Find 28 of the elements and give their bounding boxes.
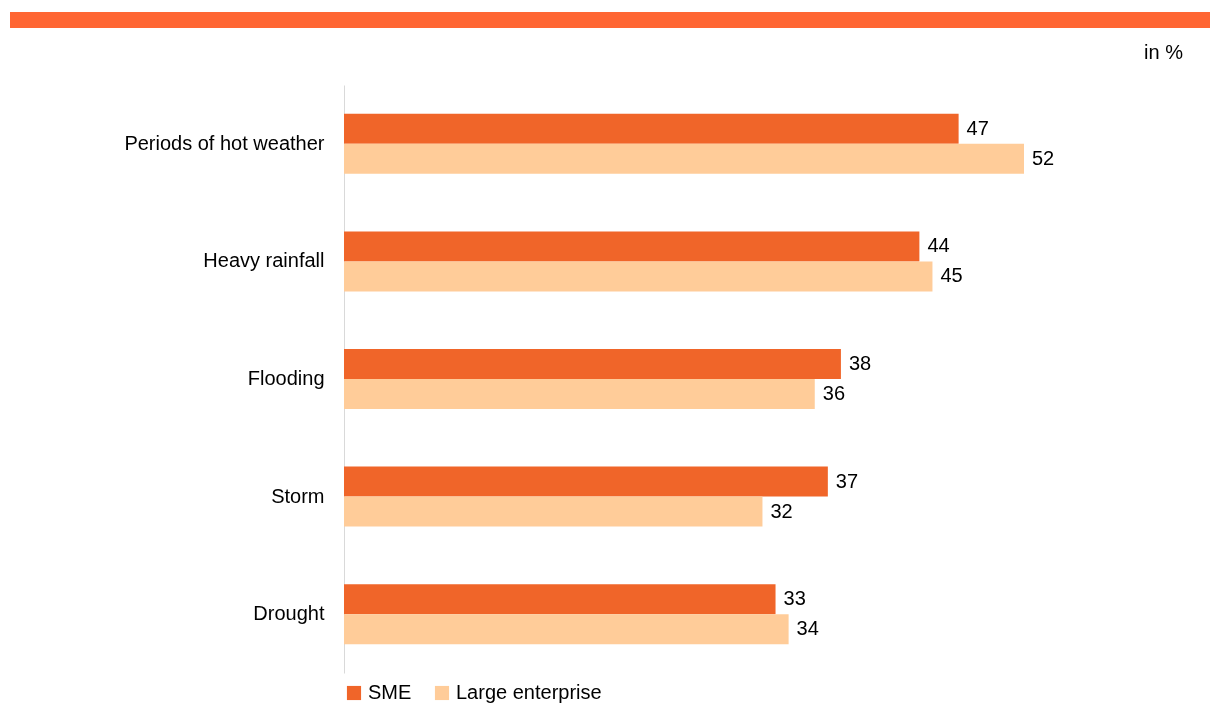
data-label: 38 (848, 352, 872, 375)
data-label: 36 (822, 381, 846, 404)
bar (344, 466, 828, 497)
bar (344, 614, 789, 645)
data-label: 47 (966, 116, 989, 139)
data-label: 52 (1032, 146, 1055, 169)
y-tick-label: Periods of hot weather (124, 131, 325, 154)
legend-label: Large enterprise (456, 681, 602, 703)
bar (344, 379, 815, 409)
y-tick-label: Storm (271, 484, 325, 507)
legend-label: SME (368, 681, 412, 703)
bar (344, 584, 776, 615)
y-tick-label: Drought (253, 602, 325, 625)
data-label: 32 (770, 499, 793, 522)
bar (344, 143, 1024, 174)
data-label: 45 (940, 264, 963, 287)
data-label: 33 (783, 587, 806, 610)
text: in % (1144, 41, 1183, 64)
bar (344, 113, 959, 144)
data-label: 34 (796, 617, 819, 640)
y-tick-label: Heavy rainfall (203, 249, 325, 272)
bar (344, 261, 933, 292)
data-label: 44 (927, 234, 950, 257)
bar (344, 496, 763, 527)
bar (344, 349, 841, 379)
data-label: 37 (835, 469, 859, 492)
bar (344, 231, 920, 262)
y-tick-label: Flooding (247, 367, 325, 389)
